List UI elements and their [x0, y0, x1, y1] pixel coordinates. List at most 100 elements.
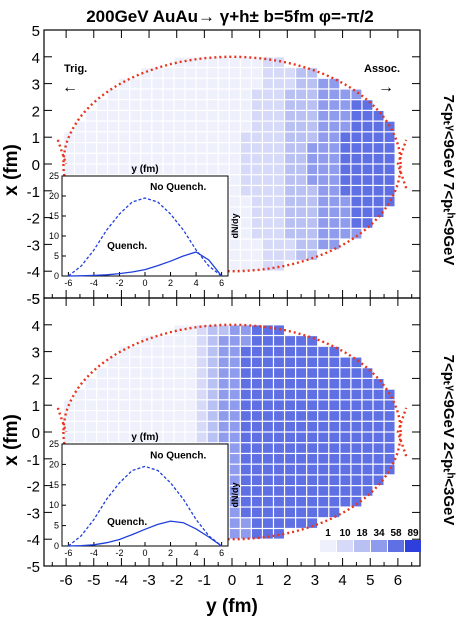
- heatmap-cell: [185, 132, 196, 142]
- heatmap-cell: [373, 475, 384, 485]
- heatmap-cell: [75, 400, 85, 410]
- y-tick-label: 1: [32, 398, 40, 415]
- heatmap-cell: [141, 68, 152, 78]
- heatmap-cell: [229, 443, 240, 453]
- heatmap-cell: [86, 411, 96, 421]
- heatmap-cell: [119, 432, 130, 443]
- heatmap-cell: [340, 164, 351, 175]
- heatmap-cell: [373, 454, 384, 464]
- heatmap-cell: [229, 89, 240, 100]
- heatmap-cell: [163, 379, 174, 389]
- heatmap-cell: [251, 346, 262, 357]
- heatmap-cell: [207, 379, 218, 389]
- heatmap-cell: [285, 421, 295, 432]
- heatmap-cell: [185, 121, 196, 132]
- heatmap-cell: [329, 411, 340, 421]
- heatmap-cell: [63, 411, 74, 421]
- heatmap-cell: [130, 100, 141, 110]
- heatmap-cell: [362, 143, 373, 153]
- heatmap-cell: [240, 153, 251, 164]
- heatmap-cell: [75, 132, 85, 142]
- heatmap-cell: [196, 400, 207, 410]
- heatmap-cell: [307, 486, 318, 496]
- assoc-arrow: →: [378, 79, 394, 96]
- heatmap-cell: [119, 78, 130, 89]
- heatmap-cell: [307, 421, 318, 432]
- heatmap-cell: [251, 475, 262, 485]
- top-panel: -5 -4 -3 -2 -1 0 1 2 3 4 5 y (fm) dN/dy -6 -4 -2 0 2 4 6 0 5 1…: [27, 23, 421, 308]
- heatmap-cell: [296, 336, 307, 346]
- heatmap-cell: [229, 336, 240, 346]
- inset-title: y (fm): [131, 164, 158, 175]
- heatmap-cell: [285, 89, 295, 100]
- heatmap-cell: [340, 186, 351, 196]
- heatmap-cell: [307, 89, 318, 100]
- heatmap-cell: [130, 411, 141, 421]
- inset-label-quench: Quench.: [107, 241, 147, 252]
- heatmap-cell: [196, 57, 207, 67]
- heatmap-cell: [274, 464, 284, 475]
- heatmap-cell: [329, 132, 340, 142]
- heatmap-cell: [285, 400, 295, 410]
- heatmap-cell: [163, 111, 174, 121]
- heatmap-cell: [229, 228, 240, 239]
- heatmap-cell: [373, 132, 384, 142]
- heatmap-cell: [207, 57, 218, 67]
- heatmap-cell: [119, 164, 130, 175]
- figure-title: 200GeV AuAu→ γ+h± b=5fm φ=-π/2: [86, 7, 374, 26]
- heatmap-cell: [174, 389, 185, 400]
- heatmap-cell: [86, 143, 96, 153]
- overlap-tail-right: [396, 407, 408, 457]
- heatmap-cell: [351, 389, 362, 400]
- heatmap-cell: [251, 175, 262, 185]
- heatmap-cell: [174, 411, 185, 421]
- heatmap-cell: [307, 78, 318, 89]
- heatmap-cell: [329, 164, 340, 175]
- y-tick-label: -3: [27, 505, 40, 522]
- heatmap-cell: [86, 164, 96, 175]
- heatmap-cell: [384, 400, 395, 410]
- heatmap-cell: [218, 111, 229, 121]
- heatmap-cell: [285, 507, 295, 518]
- heatmap-cell: [285, 464, 295, 475]
- heatmap-cell: [362, 432, 373, 443]
- heatmap-cell: [163, 346, 174, 357]
- legend-value: 10: [339, 528, 351, 539]
- heatmap-cell: [340, 89, 351, 100]
- heatmap-cell: [307, 443, 318, 453]
- heatmap-cell: [185, 78, 196, 89]
- heatmap-cell: [351, 496, 362, 507]
- y-tick-label: 1: [32, 130, 40, 147]
- inset-x-tick-label: 0: [142, 548, 147, 558]
- heatmap-cell: [373, 121, 384, 132]
- heatmap-cell: [362, 379, 373, 389]
- heatmap-cell: [384, 443, 395, 453]
- heatmap-cell: [373, 196, 384, 207]
- heatmap-cell: [263, 529, 273, 539]
- heatmap-cell: [340, 421, 351, 432]
- inset-y-tick-label: 15: [49, 211, 59, 221]
- heatmap-cell: [296, 507, 307, 518]
- heatmap-cell: [141, 89, 152, 100]
- heatmap-cell: [373, 421, 384, 432]
- heatmap-cell: [329, 389, 340, 400]
- inset-y-tick-label: 0: [54, 271, 59, 281]
- heatmap-cell: [351, 164, 362, 175]
- heatmap-cell: [185, 111, 196, 121]
- heatmap-cell: [351, 443, 362, 453]
- heatmap-cell: [296, 239, 307, 250]
- heatmap-cell: [119, 132, 130, 142]
- x-tick-label: -1: [198, 572, 211, 589]
- heatmap-cell: [274, 164, 284, 175]
- x-tick-label: 2: [283, 572, 291, 589]
- heatmap-cell: [185, 346, 196, 357]
- heatmap-cell: [119, 143, 130, 153]
- heatmap-cell: [229, 153, 240, 164]
- heatmap-cell: [185, 368, 196, 378]
- heatmap-cell: [340, 389, 351, 400]
- heatmap-cell: [340, 111, 351, 121]
- heatmap-cell: [329, 207, 340, 217]
- heatmap-cell: [351, 89, 362, 100]
- heatmap-cell: [362, 207, 373, 217]
- heatmap-cell: [152, 421, 163, 432]
